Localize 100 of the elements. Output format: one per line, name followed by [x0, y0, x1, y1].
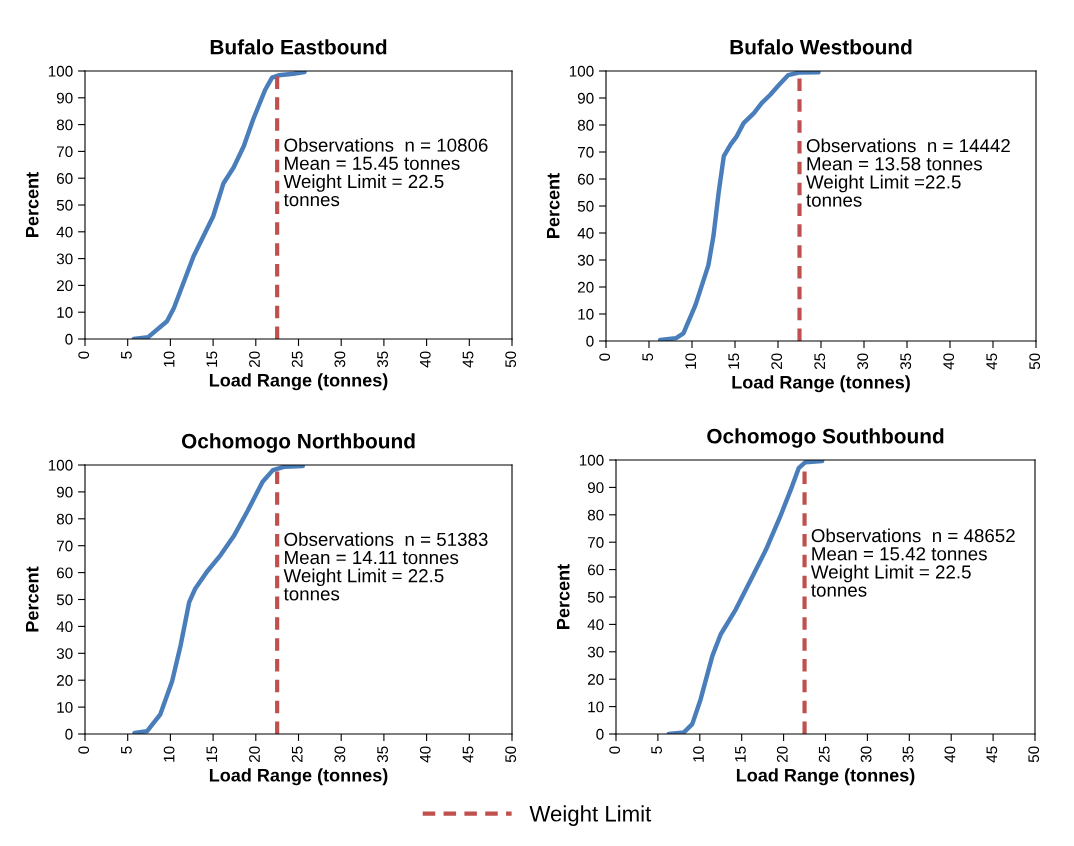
x-tick-label: 15: [735, 746, 746, 762]
x-tick-label: 0: [609, 746, 621, 754]
x-tick-label: 0: [78, 746, 90, 754]
y-tick-label: 40: [56, 226, 73, 238]
y-tick-label: 80: [587, 509, 604, 521]
y-tick-label: 90: [56, 92, 73, 104]
x-tick-label: 20: [771, 353, 783, 370]
annotation: Observations n = 10806 Mean = 15.45 tonnes Weight Limit = 22.5 tonnes: [283, 138, 488, 207]
x-tick-label: 25: [291, 351, 303, 368]
y-tick-label: 80: [56, 119, 73, 131]
x-tick-label: 50: [1028, 746, 1040, 763]
x-tick-label: 20: [249, 746, 260, 763]
y-tick-label: 50: [577, 200, 594, 212]
annotation: Observations n = 14442 Mean = 13.58 tonnes Weight Limit =22.5 tonnes: [806, 138, 1010, 207]
x-tick-label: 5: [651, 746, 662, 754]
x-tick-label: 45: [462, 351, 474, 368]
chart-title: Ochomogo Southbound: [707, 428, 944, 448]
x-tick-label: 20: [776, 746, 788, 763]
y-tick-label: 10: [57, 307, 73, 318]
y-tick-label: 50: [56, 594, 73, 606]
y-tick-label: 60: [587, 564, 604, 576]
x-axis-title: Load Range (tonnes): [209, 373, 388, 391]
x-tick-label: 5: [121, 351, 132, 359]
x-tick-label: 35: [900, 353, 912, 370]
x-tick-label: 30: [860, 746, 872, 763]
y-tick-label: 10: [57, 701, 73, 713]
x-tick-label: 25: [814, 353, 826, 370]
x-tick-label: 15: [206, 351, 218, 367]
x-tick-label: 5: [121, 746, 132, 754]
x-tick-label: 10: [163, 746, 175, 762]
y-axis-title: Percent: [25, 566, 39, 632]
y-tick-label: 100: [48, 65, 73, 77]
y-tick-label: 30: [56, 253, 73, 265]
y-tick-label: 70: [56, 540, 73, 552]
x-axis-title: Load Range (tonnes): [209, 768, 388, 786]
x-tick-label: 50: [505, 746, 517, 763]
x-tick-label: 35: [377, 746, 388, 763]
x-tick-label: 50: [1029, 353, 1041, 370]
y-tick-label: 30: [577, 254, 594, 266]
x-tick-label: 45: [986, 353, 998, 370]
y-tick-label: 90: [56, 486, 73, 498]
legend-label: Weight Limit: [529, 805, 652, 826]
y-tick-label: 100: [579, 454, 604, 466]
y-tick-label: 0: [596, 728, 604, 740]
y-tick-label: 40: [587, 619, 604, 631]
y-axis-title: Percent: [546, 173, 560, 238]
y-tick-label: 80: [577, 119, 594, 131]
x-tick-label: 40: [944, 746, 956, 763]
y-tick-label: 10: [578, 308, 594, 320]
annotation: Observations n = 51383 Mean = 14.11 tonnes Weight Limit = 22.5 tonnes: [283, 532, 488, 601]
y-tick-label: 80: [56, 513, 73, 525]
y-tick-label: 0: [65, 333, 73, 345]
y-tick-label: 60: [56, 567, 73, 579]
y-tick-label: 70: [587, 537, 604, 548]
x-tick-label: 45: [462, 746, 474, 763]
y-tick-label: 40: [56, 621, 73, 633]
y-axis-title: Percent: [25, 172, 39, 237]
x-tick-label: 10: [163, 351, 175, 367]
x-tick-label: 30: [334, 746, 346, 763]
x-tick-label: 25: [818, 746, 830, 763]
y-tick-label: 90: [577, 92, 594, 104]
chart-title: Ochomogo Northbound: [181, 433, 415, 453]
y-tick-label: 60: [577, 173, 594, 185]
x-tick-label: 35: [377, 351, 388, 368]
y-tick-label: 90: [587, 482, 604, 494]
y-tick-label: 30: [587, 646, 604, 658]
annotation: Observations n = 48652 Mean = 15.42 tonnes Weight Limit = 22.5 tonnes: [810, 528, 1015, 597]
x-tick-label: 15: [728, 353, 740, 369]
y-tick-label: 0: [586, 335, 594, 347]
y-tick-label: 20: [587, 674, 604, 685]
x-tick-label: 30: [857, 353, 869, 370]
x-tick-label: 0: [599, 353, 611, 361]
x-tick-label: 30: [334, 351, 346, 368]
x-tick-label: 40: [419, 746, 431, 763]
y-tick-label: 50: [587, 591, 604, 603]
x-tick-label: 20: [249, 351, 260, 368]
y-tick-label: 100: [48, 459, 73, 471]
y-tick-label: 0: [65, 728, 73, 740]
y-tick-label: 30: [56, 648, 73, 659]
x-tick-label: 50: [505, 351, 517, 368]
y-tick-label: 70: [56, 146, 73, 158]
chart-title: Bufalo Westbound: [730, 39, 912, 55]
y-tick-label: 60: [56, 173, 73, 184]
y-tick-label: 100: [569, 65, 594, 77]
y-tick-label: 20: [577, 281, 594, 293]
y-tick-label: 70: [577, 146, 594, 158]
x-tick-label: 45: [986, 746, 998, 763]
x-tick-label: 35: [902, 746, 914, 763]
chart-title: Bufalo Eastbound: [210, 39, 387, 55]
x-tick-label: 10: [693, 746, 704, 762]
x-tick-label: 5: [642, 353, 654, 361]
y-tick-label: 40: [577, 227, 594, 239]
x-axis-title: Load Range (tonnes): [732, 375, 910, 393]
y-axis-title: Percent: [556, 564, 570, 629]
x-tick-label: 40: [419, 351, 431, 368]
y-tick-label: 10: [588, 701, 604, 713]
y-tick-label: 50: [56, 199, 73, 211]
y-tick-label: 20: [56, 280, 73, 292]
x-tick-label: 0: [78, 351, 90, 359]
x-axis-title: Load Range (tonnes): [736, 768, 915, 786]
